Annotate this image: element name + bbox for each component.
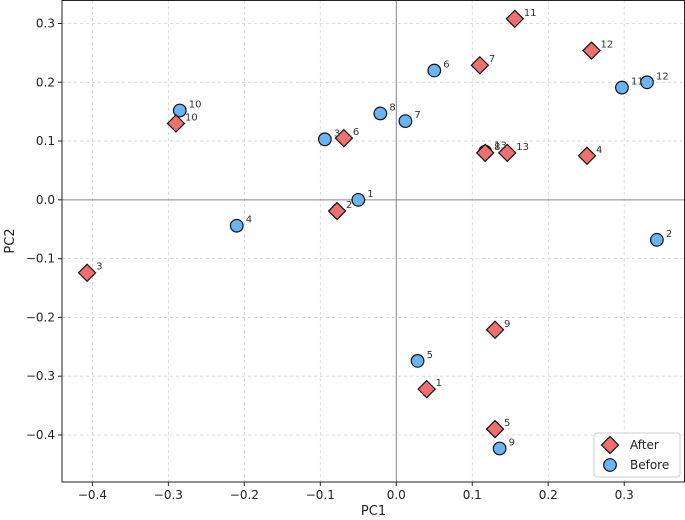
before-point: [373, 106, 388, 121]
after-point: [475, 143, 495, 163]
x-tick-label: 0.0: [387, 488, 406, 502]
after-point-label: 2: [346, 200, 352, 211]
after-point-label: 7: [489, 54, 495, 65]
before-point: [492, 441, 507, 456]
after-point: [166, 114, 186, 133]
after-point: [327, 201, 347, 221]
legend-after-marker: [600, 435, 620, 455]
after-point: [485, 419, 505, 439]
after-point-label: 6: [353, 127, 359, 138]
before-point-label: 6: [443, 60, 449, 71]
before-point: [317, 132, 332, 147]
after-point-label: 3: [96, 262, 102, 273]
after-point: [485, 320, 505, 340]
legend-after-label: After: [630, 438, 659, 452]
after-point-label: 1: [436, 378, 442, 389]
before-point-label: 3: [334, 128, 340, 139]
after-point-label: 9: [504, 319, 510, 330]
y-axis-title: PC2: [3, 228, 18, 253]
after-point: [417, 379, 437, 399]
after-point-label: 5: [504, 418, 510, 429]
legend: After Before: [593, 432, 681, 478]
y-tick-label: 0.1: [36, 134, 55, 148]
after-point: [582, 41, 601, 60]
x-tick-label: −0.3: [154, 488, 183, 502]
grid: [62, 0, 685, 482]
x-tick-label: −0.2: [230, 488, 259, 502]
after-point: [497, 143, 517, 163]
after-point-label: 8: [494, 142, 500, 153]
before-point-label: 1: [367, 189, 373, 200]
after-point: [470, 55, 490, 75]
before-point: [229, 218, 244, 233]
y-tick-label: −0.3: [26, 369, 55, 383]
y-tick-label: −0.4: [26, 428, 55, 442]
before-point: [427, 63, 442, 78]
after-point-label: 11: [524, 8, 537, 19]
before-point: [410, 354, 425, 368]
after-point-label: 12: [601, 40, 614, 51]
x-tick-label: 0.3: [615, 488, 634, 502]
after-point-label: 13: [516, 142, 529, 153]
before-point-label: 12: [656, 71, 669, 82]
before-point-label: 11: [631, 77, 644, 88]
before-point-label: 7: [414, 110, 420, 121]
before-point: [615, 80, 629, 95]
x-tick-label: 0.1: [463, 488, 482, 502]
y-tick-label: −0.2: [26, 310, 55, 324]
x-tick-label: −0.4: [78, 488, 107, 502]
before-point: [640, 75, 654, 90]
before-point-label: 4: [246, 215, 252, 226]
before-point: [351, 192, 366, 207]
legend-before-label: Before: [630, 458, 669, 472]
before-point-label: 5: [427, 350, 433, 361]
before-point: [649, 232, 664, 247]
axes: −0.4 −0.3 −0.2 −0.1 0.0 0.1 0.2 0.3 −0.4 −0.3 −0.2…: [26, 0, 685, 502]
legend-before-marker: [603, 458, 617, 472]
x-tick-label: 0.2: [539, 488, 558, 502]
before-point: [398, 114, 413, 128]
data-points: [77, 9, 664, 456]
before-point-label: 13: [494, 141, 507, 152]
y-tick-label: −0.1: [26, 252, 55, 266]
plot-frame: [61, 0, 685, 483]
before-point-label: 10: [189, 100, 202, 111]
x-tick-label: −0.1: [306, 488, 335, 502]
before-point-label: 2: [666, 229, 672, 240]
before-point-label: 8: [389, 102, 395, 113]
after-point: [334, 128, 354, 148]
after-point-label: 10: [185, 112, 198, 123]
y-tick-label: 0.0: [36, 193, 55, 207]
after-point: [577, 146, 597, 166]
y-tick-label: 0.3: [36, 17, 55, 31]
after-point-label: 4: [596, 145, 602, 156]
after-point: [505, 9, 525, 29]
y-tick-label: 0.2: [36, 75, 55, 89]
before-point-label: 9: [509, 437, 515, 448]
x-axis-title: PC1: [361, 504, 386, 519]
after-point: [77, 263, 97, 283]
before-point: [172, 103, 187, 118]
